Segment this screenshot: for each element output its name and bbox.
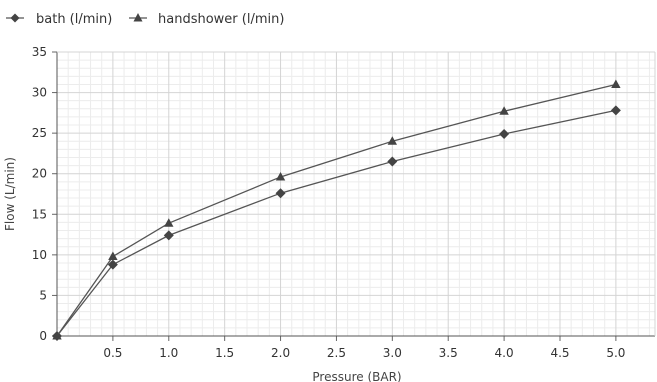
triangle-marker-icon — [133, 13, 143, 22]
y-tick-label: 5 — [39, 288, 47, 302]
y-tick-label: 15 — [32, 207, 47, 221]
y-tick-label: 30 — [32, 86, 47, 100]
axes — [52, 51, 656, 341]
data-point-triangle[interactable] — [275, 171, 286, 181]
legend-item-bath[interactable]: bath (l/min) — [6, 12, 112, 27]
data-point-triangle[interactable] — [499, 106, 509, 115]
x-tick-label: 2.5 — [327, 346, 346, 360]
x-tick-label: 4.5 — [550, 346, 569, 360]
data-point-diamond[interactable] — [163, 230, 174, 241]
tick-labels: 0 5 10 15 20 25 30 35 0.5 1.0 1.5 2.0 2.5 3.0 3.5 4.0 4.… — [32, 45, 626, 360]
data-point-diamond[interactable] — [610, 105, 621, 116]
data-point-diamond[interactable] — [499, 128, 510, 139]
data-point-triangle[interactable] — [387, 136, 398, 145]
data-point-diamond[interactable] — [275, 188, 286, 199]
x-tick-label: 3.0 — [383, 346, 402, 360]
legend-label-bath: bath (l/min) — [36, 12, 112, 27]
x-axis-title: Pressure (BAR) — [312, 370, 401, 382]
x-tick-label: 0.5 — [103, 346, 122, 360]
legend-item-handshower[interactable]: handshower (l/min) — [129, 12, 284, 27]
x-tick-label: 3.5 — [439, 346, 458, 360]
diamond-marker-icon — [10, 13, 20, 23]
x-tick-label: 2.0 — [271, 346, 290, 360]
data-series — [52, 79, 621, 341]
x-tick-label: 1.5 — [215, 346, 234, 360]
legend-label-handshower: handshower (l/min) — [158, 12, 284, 27]
data-point-triangle[interactable] — [52, 331, 62, 340]
y-tick-label: 20 — [32, 167, 47, 181]
x-tick-label: 1.0 — [159, 346, 178, 360]
y-tick-label: 0 — [39, 329, 47, 343]
y-tick-label: 35 — [32, 45, 47, 59]
y-axis-title: Flow (L/min) — [3, 157, 17, 231]
data-point-triangle[interactable] — [611, 79, 621, 88]
data-point-triangle[interactable] — [108, 251, 118, 260]
data-point-triangle[interactable] — [164, 218, 174, 227]
data-point-diamond[interactable] — [387, 156, 398, 167]
x-tick-label: 4.0 — [495, 346, 514, 360]
x-tick-label: 5.0 — [606, 346, 625, 360]
y-tick-label: 25 — [32, 126, 47, 140]
y-tick-label: 10 — [32, 248, 47, 262]
legend: bath (l/min) handshower (l/min) — [6, 12, 284, 27]
minor-grid — [57, 52, 655, 336]
data-point-diamond[interactable] — [107, 259, 118, 270]
